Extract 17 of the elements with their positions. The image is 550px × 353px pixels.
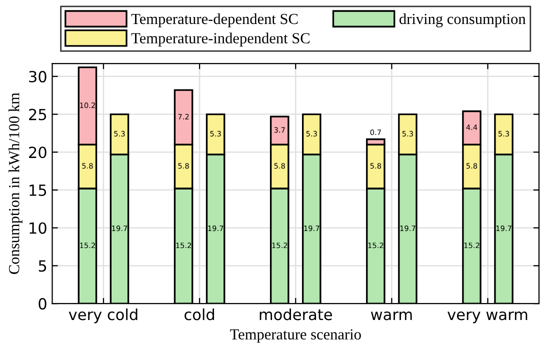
y-tick-label: 0 [38,298,46,310]
y-tick-label: 25 [29,108,46,120]
x-tick-label: cold [184,308,214,320]
x-axis-title: Temperature scenario [230,329,361,343]
y-tick-label: 15 [30,184,46,196]
y-tick-label: 5 [38,260,46,272]
y-tick-label: 30 [29,70,46,82]
x-tick-label: very cold [68,308,138,324]
legend-label: Temperature-dependent SC [131,13,298,28]
x-tick-label: very warm [448,311,528,324]
legend-label: Temperature-independent SC [131,32,310,47]
y-tick-label: 10 [30,222,46,234]
x-tick-label: moderate [260,308,332,320]
legend-label: driving consumption [400,13,526,28]
x-tick-label: warm [370,311,412,320]
y-axis-title: Consumption in kWh/100 km [8,92,22,274]
y-tick-label: 20 [29,146,46,158]
